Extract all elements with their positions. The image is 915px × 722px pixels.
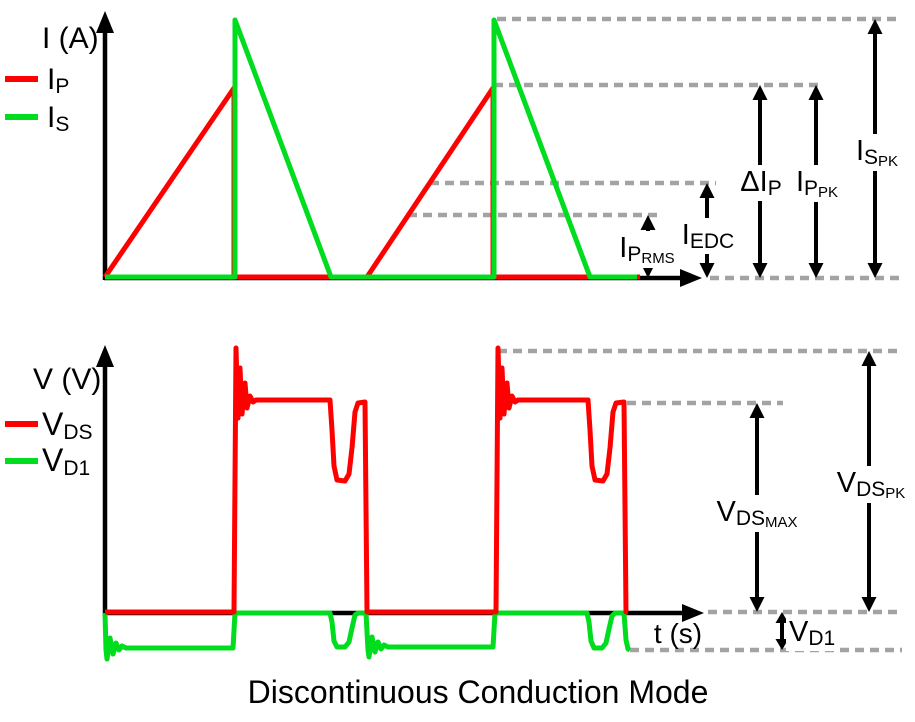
vdspk-label: VDSPK (837, 467, 906, 502)
iprms-label: IPRMS (619, 232, 674, 267)
i-axis-label: I (A) (42, 22, 99, 55)
is-waveform (105, 17, 637, 280)
vd1-waveform (102, 610, 632, 662)
legend-item-is: IS (5, 101, 69, 136)
vd1-arrow (775, 612, 789, 650)
ispk-label: ISPK (856, 135, 898, 170)
vd1-label-bg (786, 615, 839, 651)
ispk-label-bg (852, 134, 902, 171)
legend-item-vd1: VD1 (5, 442, 90, 480)
vds-waveform (105, 345, 629, 615)
iedc-label-bg (678, 218, 738, 254)
legend-vd1-label: VD1 (42, 442, 90, 480)
legend-item-ip: IP (5, 63, 69, 98)
legend-is-label: IS (47, 101, 69, 136)
iedc-label: IEDC (682, 219, 734, 253)
ip-waveform (102, 85, 640, 280)
current-chart-axes (96, 11, 702, 287)
figure-title: Discontinuous Conduction Mode (247, 674, 709, 710)
delta-ip-label: ΔIP (740, 166, 781, 200)
v-axis-label: V (V) (33, 363, 101, 396)
legend-item-vds: VDS (5, 406, 93, 444)
voltage-chart-axes (96, 345, 704, 622)
vd1-label: VD1 (789, 616, 835, 650)
iprms-label-bg (616, 231, 678, 268)
vdsmax-label-bg (713, 495, 801, 532)
delta-ip-label-bg (737, 165, 785, 201)
vdspk-label-bg (833, 466, 909, 503)
legend-ip-label: IP (47, 63, 69, 98)
t-axis-label: t (s) (654, 618, 702, 649)
legend-vds-label: VDS (42, 406, 93, 444)
vdsmax-label: VDSMAX (716, 496, 797, 531)
ippk-label: IPPK (796, 166, 838, 201)
ippk-label-bg (792, 165, 842, 202)
